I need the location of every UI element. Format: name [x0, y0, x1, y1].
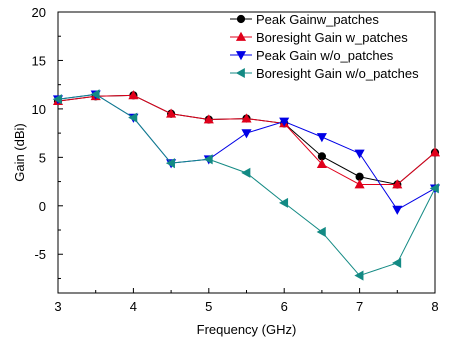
- data-point: [52, 94, 62, 105]
- data-point: [392, 257, 402, 269]
- legend-label: Boresight Gain w_patches: [256, 30, 408, 45]
- data-point: [203, 154, 213, 165]
- data-point: [316, 158, 327, 168]
- data-point: [392, 179, 403, 189]
- data-point: [90, 89, 100, 100]
- legend-label: Peak Gainw_patches: [256, 12, 379, 27]
- data-point: [128, 112, 138, 123]
- legend-label: Peak Gain w/o_patches: [256, 48, 394, 63]
- y-tick-label: 20: [32, 5, 46, 20]
- data-point: [392, 205, 403, 215]
- data-point: [316, 133, 327, 143]
- legend-item: Peak Gainw_patches: [230, 12, 379, 27]
- x-tick-label: 5: [205, 299, 212, 314]
- data-point: [278, 197, 289, 208]
- y-tick-label: 0: [39, 199, 46, 214]
- data-point: [241, 129, 252, 139]
- data-point: [203, 114, 214, 124]
- y-tick-label: 5: [39, 150, 46, 165]
- legend-item: Peak Gain w/o_patches: [230, 48, 394, 63]
- x-tick-label: 3: [54, 299, 61, 314]
- data-point: [317, 152, 326, 161]
- legend-marker: [235, 51, 247, 61]
- legend-marker: [235, 31, 247, 41]
- legend-item: Boresight Gain w_patches: [230, 30, 408, 45]
- data-point: [355, 172, 364, 181]
- data-point: [241, 167, 251, 178]
- data-point: [429, 147, 441, 157]
- y-tick-label: 15: [32, 53, 46, 68]
- y-tick-label: -5: [34, 247, 46, 262]
- series-4: [52, 89, 439, 281]
- x-tick-label: 8: [431, 299, 438, 314]
- series-line: [57, 93, 436, 211]
- data-point: [354, 149, 365, 159]
- legend-item: Boresight Gain w/o_patches: [230, 66, 419, 81]
- data-point: [279, 117, 290, 127]
- data-point: [354, 270, 364, 281]
- data-point: [316, 226, 326, 238]
- data-point: [241, 113, 252, 123]
- data-point: [165, 158, 175, 169]
- x-tick-label: 7: [356, 299, 363, 314]
- legend-marker: [235, 67, 245, 79]
- x-tick-label: 4: [130, 299, 137, 314]
- y-tick-label: 10: [32, 102, 46, 117]
- data-point: [429, 183, 439, 194]
- x-tick-label: 6: [281, 299, 288, 314]
- data-point: [166, 108, 177, 118]
- series-3: [52, 90, 441, 215]
- data-point: [128, 90, 139, 100]
- x-axis-label: Frequency (GHz): [197, 322, 297, 337]
- data-point: [354, 179, 365, 189]
- legend-marker: [236, 14, 246, 24]
- legend-label: Boresight Gain w/o_patches: [256, 66, 419, 81]
- y-axis-label: Gain (dBi): [12, 123, 27, 182]
